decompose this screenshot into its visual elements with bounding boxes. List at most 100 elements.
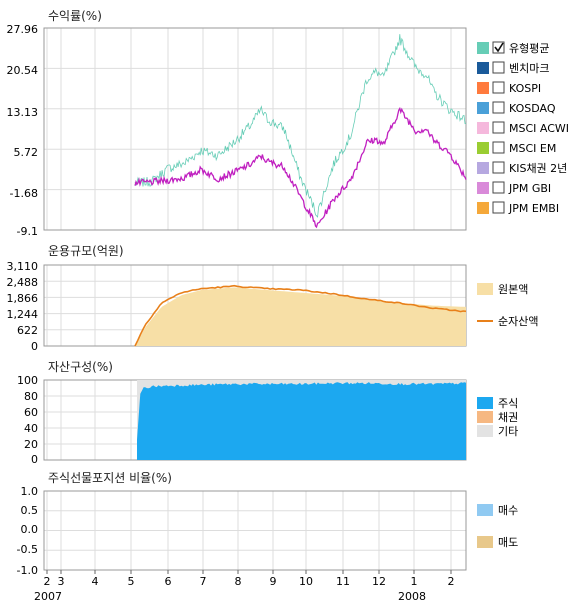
legend-label: MSCI ACWI	[509, 122, 569, 135]
x-tick-label: 3	[58, 575, 65, 588]
legend-item-jpm-gbi[interactable]: JPM GBI	[477, 181, 551, 195]
legend-item-jpm-embi[interactable]: JPM EMBI	[477, 201, 559, 215]
asset-mix-ytick-label: 100	[17, 374, 38, 387]
returns-ytick-label: 13.13	[7, 106, 39, 119]
legend-checkbox[interactable]	[492, 121, 505, 134]
futures-ytick-label: -1.0	[17, 564, 38, 577]
legend-swatch	[477, 182, 489, 194]
aum-chart: 3,110 2,488 1,866 1,244 622 0 원본액 순자산액	[7, 260, 539, 353]
aum-legend: 원본액 순자산액	[477, 283, 538, 328]
futures-legend: 매수 매도	[477, 504, 518, 549]
legend-label-net-assets: 순자산액	[498, 315, 538, 328]
legend-checkbox[interactable]	[492, 81, 505, 94]
asset-mix-ytick-label: 60	[24, 406, 38, 419]
futures-ytick-label: 1.0	[21, 485, 39, 498]
asset-mix-legend: 주식 채권 기타	[477, 397, 518, 438]
x-axis: 2 3 4 5 6 7 8 9 10 11 12 1 2 2007 2008	[34, 575, 455, 603]
legend-swatch	[477, 142, 489, 154]
legend-item-kospi[interactable]: KOSPI	[477, 81, 541, 95]
year-label: 2007	[34, 590, 62, 603]
legend-swatch	[477, 162, 489, 174]
returns-chart-title: 수익률(%)	[48, 9, 102, 23]
x-tick-label: 4	[92, 575, 99, 588]
legend-swatch	[477, 122, 489, 134]
legend-item-type-average[interactable]: 유형평균	[477, 41, 549, 55]
stock-area	[137, 382, 466, 460]
legend-checkbox[interactable]	[492, 41, 505, 54]
asset-mix-ytick-label: 40	[24, 422, 38, 435]
returns-ytick-label: 20.54	[7, 64, 39, 77]
asset-mix-ytick-label: 80	[24, 390, 38, 403]
returns-series-line	[134, 106, 467, 229]
legend-label: JPM EMBI	[508, 202, 559, 215]
futures-ytick-label: 0.0	[21, 523, 39, 536]
returns-ytick-label: -9.1	[17, 225, 38, 238]
futures-ytick-label: 0.5	[21, 504, 39, 517]
legend-label: 유형평균	[509, 42, 549, 55]
futures-chart-title: 주식선물포지션 비율(%)	[48, 471, 172, 485]
net-assets-line	[134, 284, 467, 347]
asset-mix-chart: 100 80 60 40 20 0 주식 채권 기타	[17, 374, 518, 466]
legend-swatch	[477, 62, 489, 74]
aum-ytick-label: 1,866	[7, 292, 39, 305]
legend-checkbox[interactable]	[492, 141, 505, 154]
x-tick-label: 7	[200, 575, 207, 588]
returns-ytick-labels: 27.96 20.54 13.13 5.72 -1.68 -9.1	[7, 23, 39, 238]
x-tick-label: 9	[270, 575, 277, 588]
legend-swatch	[477, 202, 489, 214]
x-tick-label: 8	[235, 575, 242, 588]
legend-label-other: 기타	[498, 425, 518, 438]
x-tick-label: 1	[411, 575, 418, 588]
legend-swatch-other	[477, 425, 493, 437]
aum-ytick-label: 622	[17, 324, 38, 337]
legend-swatch-buy	[477, 504, 493, 516]
legend-label: MSCI EM	[509, 142, 556, 155]
legend-item-kis-bond[interactable]: KIS채권 2년	[477, 161, 567, 175]
x-tick-label: 10	[299, 575, 313, 588]
returns-ytick-label: 27.96	[7, 23, 39, 36]
legend-label: KOSDAQ	[509, 102, 556, 115]
legend-item-msci-acwi[interactable]: MSCI ACWI	[477, 121, 569, 135]
aum-ytick-labels: 3,110 2,488 1,866 1,244 622 0	[7, 260, 39, 353]
check-icon	[494, 42, 504, 53]
legend-checkbox[interactable]	[492, 181, 505, 194]
asset-mix-ytick-labels: 100 80 60 40 20 0	[17, 374, 38, 466]
legend-item-kosdaq[interactable]: KOSDAQ	[477, 101, 556, 115]
plot-border	[43, 490, 467, 571]
legend-label-stock: 주식	[498, 397, 518, 410]
x-tick-label: 5	[128, 575, 135, 588]
legend-checkbox[interactable]	[492, 61, 505, 74]
plot-frame-3	[43, 490, 467, 571]
aum-ytick-label: 2,488	[7, 276, 39, 289]
legend-checkbox[interactable]	[492, 201, 505, 214]
asset-mix-ytick-label: 0	[31, 453, 38, 466]
aum-ytick-label: 1,244	[7, 308, 39, 321]
returns-ytick-label: -1.68	[10, 187, 38, 200]
x-tick-label: 6	[165, 575, 172, 588]
returns-ytick-label: 5.72	[14, 146, 39, 159]
legend-swatch-stock	[477, 397, 493, 409]
year-label: 2008	[398, 590, 426, 603]
asset-mix-ytick-label: 20	[24, 438, 38, 451]
legend-item-msci-em[interactable]: MSCI EM	[477, 141, 556, 155]
legend-item-benchmark[interactable]: 벤치마크	[477, 61, 549, 75]
legend-swatch	[477, 102, 489, 114]
aum-ytick-label: 3,110	[7, 260, 39, 273]
legend-checkbox[interactable]	[492, 161, 505, 174]
futures-ytick-label: -0.5	[17, 543, 38, 556]
legend-label-buy: 매수	[498, 504, 518, 517]
legend-checkbox[interactable]	[492, 101, 505, 114]
principal-area	[135, 287, 466, 346]
legend-label: JPM GBI	[508, 182, 551, 195]
legend-label: KIS채권 2년	[509, 162, 567, 175]
plot-border	[43, 27, 467, 231]
plot-frame-0	[43, 27, 467, 231]
legend-label-bond: 채권	[498, 411, 518, 424]
legend-swatch	[477, 82, 489, 94]
x-tick-label: 2	[44, 575, 51, 588]
legend-label-principal: 원본액	[498, 283, 528, 296]
x-tick-label: 11	[336, 575, 350, 588]
x-tick-label: 2	[448, 575, 455, 588]
returns-legend: 유형평균 벤치마크 KOSPI KOSDAQ MSCI ACWI	[477, 41, 569, 215]
